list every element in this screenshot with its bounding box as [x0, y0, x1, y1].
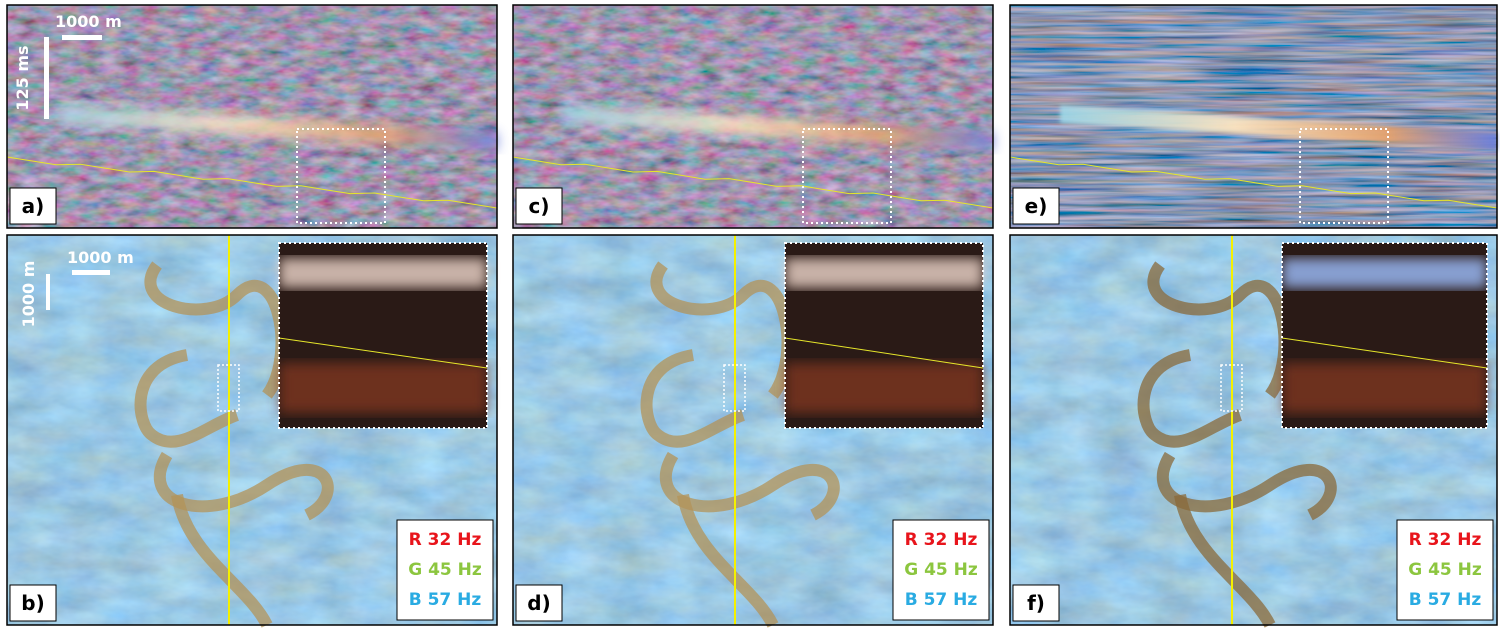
panel-label: d): [527, 591, 550, 615]
legend-entry: B 57 Hz: [409, 590, 482, 610]
scale-label: 1000 m: [67, 248, 134, 267]
panel: c): [512, 4, 994, 229]
bright-reflector: [563, 105, 993, 150]
legend-box: [1396, 519, 1494, 621]
zoom-box: [802, 128, 892, 224]
legend-entry: R 32 Hz: [1409, 530, 1482, 550]
panel-label: e): [1025, 194, 1048, 218]
legend-entry: G 45 Hz: [1408, 560, 1482, 580]
panel-border: [6, 4, 498, 229]
horizon: [512, 156, 994, 209]
channel: [640, 349, 746, 448]
panel-border: [512, 234, 994, 626]
location-box: [217, 364, 240, 412]
legend-entry: G 45 Hz: [904, 560, 978, 580]
panel-border: [512, 4, 994, 229]
scale-bar: [62, 35, 102, 40]
legend-entry: G 45 Hz: [408, 560, 482, 580]
legend-entry: B 57 Hz: [905, 590, 978, 610]
label-box: [515, 584, 563, 622]
label-box: [1012, 187, 1060, 225]
panel-border: [1009, 234, 1498, 626]
legend-entry: R 32 Hz: [905, 530, 978, 550]
inset-band: [1282, 258, 1487, 288]
panel-label: b): [21, 591, 44, 615]
scale-bar: [44, 37, 49, 119]
horizon: [6, 156, 498, 209]
panel-label: f): [1027, 591, 1045, 615]
channel: [677, 493, 779, 628]
scale-bar: [46, 274, 50, 310]
label-box: [515, 187, 563, 225]
horizon: [1009, 156, 1498, 209]
panel-label: c): [529, 194, 550, 218]
panel: b) R 32 Hz G 45 Hz B 57 Hz: [6, 234, 498, 628]
zoom-box: [1299, 128, 1389, 224]
channel: [171, 493, 273, 628]
inset-red: [279, 363, 487, 413]
inset-band: [785, 258, 983, 288]
channel: [1174, 493, 1276, 628]
inset-red: [1282, 363, 1487, 413]
inset-horizon: [784, 337, 984, 369]
bright-reflector: [57, 105, 497, 150]
zoom-box: [296, 128, 386, 224]
channel: [134, 349, 240, 448]
panel: e): [1009, 4, 1498, 229]
label-box: [1012, 584, 1060, 622]
channel: [154, 451, 334, 521]
inset-horizon: [278, 337, 488, 369]
scale-label: 125 ms: [13, 45, 32, 110]
location-box: [723, 364, 746, 412]
panel-border: [6, 234, 498, 626]
legend-box: [892, 519, 990, 621]
scale-label: 1000 m: [19, 261, 38, 328]
panel: f) R 32 Hz G 45 Hz B 57 Hz: [1009, 234, 1498, 628]
inset-band: [279, 258, 487, 288]
scale-bar: [72, 270, 110, 275]
legend-entry: R 32 Hz: [409, 530, 482, 550]
legend-entry: B 57 Hz: [1409, 590, 1482, 610]
channel: [1157, 451, 1337, 521]
panel: a): [6, 4, 498, 229]
label-box: [9, 187, 57, 225]
panel-border: [1009, 4, 1498, 229]
channel: [660, 451, 840, 521]
label-box: [9, 584, 57, 622]
scale-label: 1000 m: [55, 12, 122, 31]
panel-label: a): [22, 194, 45, 218]
inset-border: [278, 242, 488, 429]
inset-red: [785, 363, 983, 413]
inset-horizon: [1281, 337, 1488, 369]
bright-reflector: [1060, 105, 1497, 150]
inset-border: [784, 242, 984, 429]
panel: d) R 32 Hz G 45 Hz B 57 Hz: [512, 234, 994, 628]
legend-box: [396, 519, 494, 621]
channel: [1137, 349, 1243, 448]
location-box: [1220, 364, 1243, 412]
